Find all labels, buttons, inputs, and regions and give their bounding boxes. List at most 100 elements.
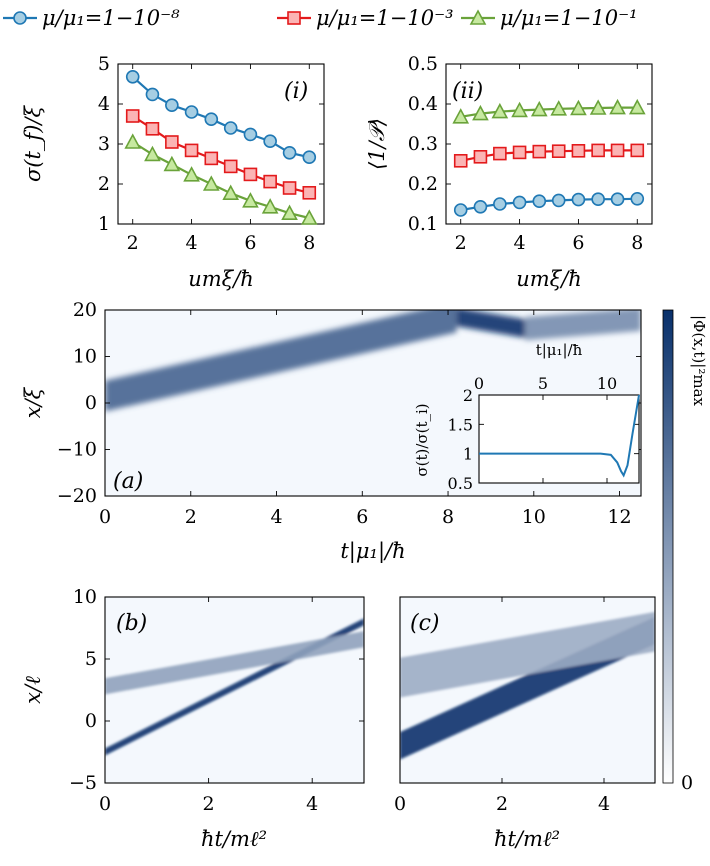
legend-label-2: μ/μ₁=1−10⁻³: [316, 6, 454, 30]
x-tick-label: 4: [514, 232, 526, 254]
data-point: [591, 143, 605, 158]
data-point: [610, 192, 625, 206]
data-point: [473, 200, 488, 214]
panel-c-heatmap: 0 2 4 (c) ħt/mℓ²: [394, 596, 656, 851]
x-tick-label: 10: [522, 506, 546, 528]
panel-a-band-1: [105, 310, 457, 412]
x-tick-label: 0: [474, 374, 484, 393]
y-tick-label: 1: [98, 213, 110, 235]
data-point: [125, 70, 140, 84]
legend: μ/μ₁=1−10⁻⁸ μ/μ₁=1−10⁻³ μ/μ₁=1−10⁻¹: [3, 6, 638, 30]
inset-xlabel: t|μ₁|/ħ: [536, 341, 583, 359]
data-point: [183, 166, 200, 182]
data-point: [551, 144, 566, 158]
data-point: [184, 143, 199, 158]
data-point: [222, 184, 240, 200]
inset-frame: [478, 394, 640, 484]
panel-ii-plot: 2 4 6 8 0.1 0.2 0.3 0.4 0.5 (ii) umξ/ħ ⟨1/𝒫⟩: [365, 53, 653, 291]
panel-a-ylabel: x/ξ: [21, 386, 45, 418]
y-tick-label: 10: [73, 346, 97, 368]
data-point: [550, 100, 568, 116]
x-tick-label: 2: [203, 793, 215, 815]
y-tick-label: 5: [98, 53, 110, 75]
panel-c-label: (c): [410, 611, 440, 636]
panel-b-xlabel: ħt/mℓ²: [201, 827, 267, 851]
y-tick-label: 1: [463, 445, 473, 464]
data-point: [223, 159, 238, 174]
data-point: [282, 146, 297, 160]
data-point: [204, 151, 219, 166]
data-point: [302, 150, 317, 164]
panel-a-inset: 0 5 10 0.5 1 1.5 2 t|μ₁|/ħ σ(t)/σ(t_i): [413, 341, 640, 493]
panel-a-band-3: [525, 310, 641, 341]
x-tick-label: 4: [270, 506, 282, 528]
panel-ii-label: (ii): [452, 79, 483, 104]
series-line-2: [460, 149, 638, 162]
data-point: [630, 143, 645, 158]
data-point: [184, 105, 199, 119]
data-point: [242, 192, 259, 208]
inset-line: [479, 394, 640, 478]
data-point: [145, 87, 160, 102]
x-tick-label: 2: [185, 506, 197, 528]
x-tick-label: 2: [127, 232, 139, 254]
series-line-1: [131, 75, 310, 159]
legend-label-1: μ/μ₁=1−10⁻⁸: [42, 6, 180, 30]
data-point: [223, 121, 238, 135]
data-point: [532, 194, 547, 208]
data-point: [493, 197, 507, 211]
panel-b-frame: [104, 596, 365, 784]
y-tick-label: 5: [85, 648, 97, 670]
x-tick-label: 6: [356, 506, 368, 528]
data-point: [511, 101, 528, 118]
panel-b-ylabel: x/ℓ: [21, 676, 45, 704]
panel-i-ylabel: σ(t_f)/ξ: [21, 105, 45, 183]
data-point: [243, 127, 258, 142]
data-point: [282, 181, 297, 195]
panel-i-xlabel: umξ/ħ: [188, 267, 254, 291]
legend-entry-2: μ/μ₁=1−10⁻³: [277, 6, 454, 30]
data-point: [532, 144, 547, 159]
x-tick-label: 2: [496, 793, 508, 815]
data-point: [302, 186, 317, 200]
data-point: [589, 99, 607, 115]
data-point: [204, 112, 219, 126]
panel-i-label: (i): [284, 79, 308, 104]
series-line-1: [460, 197, 638, 212]
data-point: [473, 150, 488, 164]
data-point: [472, 104, 489, 121]
y-tick-label: 0.4: [408, 93, 438, 115]
y-tick-label: 0.5: [408, 53, 438, 75]
x-tick-label: 0: [99, 793, 111, 815]
y-tick-label: 0: [85, 710, 97, 732]
data-point: [453, 154, 468, 168]
data-point: [281, 204, 298, 220]
data-point: [630, 192, 645, 206]
panel-c-band-2: [400, 611, 655, 698]
x-tick-label: 0: [99, 506, 111, 528]
data-point: [452, 108, 470, 124]
y-tick-label: 0: [85, 392, 97, 414]
x-tick-label: 6: [572, 232, 584, 254]
data-point: [165, 135, 179, 149]
data-point: [591, 192, 605, 206]
y-tick-label: 0.1: [408, 213, 438, 235]
data-point: [609, 98, 626, 115]
series-line-3: [460, 106, 638, 118]
legend-entry-1: μ/μ₁=1−10⁻⁸: [3, 6, 180, 30]
data-point: [512, 145, 527, 160]
data-point: [163, 155, 181, 172]
inset-background: [479, 395, 639, 483]
data-point: [165, 98, 179, 112]
panel-c-frame: [399, 596, 656, 784]
data-point: [571, 192, 586, 207]
panel-a-label: (a): [113, 469, 143, 494]
inset-ylabel: σ(t)/σ(t_i): [413, 403, 431, 476]
y-tick-label: −5: [69, 772, 97, 794]
legend-label-3: μ/μ₁=1−10⁻¹: [500, 6, 638, 30]
x-tick-label: 8: [631, 232, 643, 254]
x-tick-label: 4: [186, 232, 198, 254]
